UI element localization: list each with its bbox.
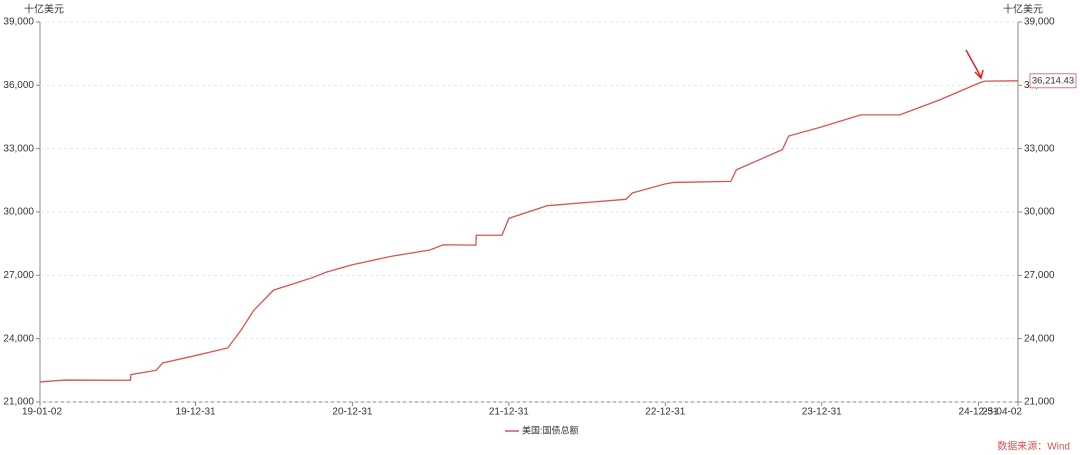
y-tick-label: 21,000 <box>3 397 34 408</box>
y-tick-label: 24,000 <box>3 333 34 344</box>
y-tick-label: 30,000 <box>3 207 34 218</box>
y2-tick-label: 24,000 <box>1024 333 1055 344</box>
x-tick-label: 20-12-31 <box>332 407 372 418</box>
x-tick-label: 24-12-31 <box>959 407 999 418</box>
y-unit-left: 十亿美元 <box>24 3 64 16</box>
x-tick-label: 25-04-02 <box>982 407 1022 418</box>
y-tick-label: 33,000 <box>3 143 34 154</box>
legend-label: 美国:国债总额 <box>522 424 579 435</box>
value-label-box <box>1029 73 1077 89</box>
y2-tick-label: 21,000 <box>1024 397 1055 408</box>
value-label: 36,214.43 <box>1032 75 1074 86</box>
x-tick-label: 21-12-31 <box>489 407 529 418</box>
x-tick-label: 19-01-02 <box>22 407 62 418</box>
y-tick-label: 27,000 <box>3 270 34 281</box>
arrow <box>965 49 984 80</box>
y2-tick-label: 27,000 <box>1024 270 1055 281</box>
y2-tick-label: 33,000 <box>1024 143 1055 154</box>
data-line <box>39 80 1019 383</box>
x-tick-label: 19-12-31 <box>176 407 216 418</box>
y-tick-label: 39,000 <box>3 17 34 28</box>
y2-tick-label: 39,000 <box>1024 17 1055 28</box>
y-tick-label: 36,000 <box>3 80 34 91</box>
source: 数据来源：Wind <box>997 440 1070 453</box>
x-tick-label: 23-12-31 <box>802 407 842 418</box>
x-tick-label: 22-12-31 <box>645 407 685 418</box>
y2-tick-label: 30,000 <box>1024 207 1055 218</box>
y-unit-right: 十亿美元 <box>1003 3 1043 16</box>
